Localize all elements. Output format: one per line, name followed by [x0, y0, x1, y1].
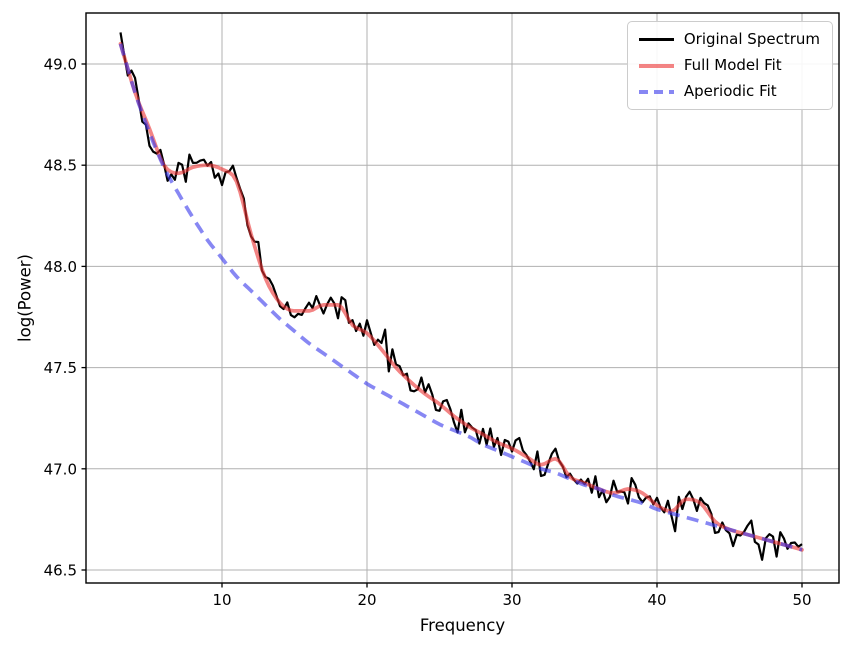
original-spectrum-line [119, 32, 803, 561]
y-tick-label: 48.5 [44, 157, 77, 175]
y-tick-label: 47.0 [44, 460, 77, 478]
x-tick-label: 20 [357, 591, 376, 609]
legend-label-original-spectrum: Original Spectrum [683, 30, 820, 48]
y-tick-label: 49.0 [44, 56, 77, 74]
full-model-fit-line-swatch [638, 63, 674, 68]
x-tick-label: 30 [502, 591, 521, 609]
x-axis-label: Frequency [419, 616, 506, 635]
x-tick-label: 40 [647, 591, 666, 609]
y-tick-label: 47.5 [44, 359, 77, 377]
y-tick-label: 46.5 [44, 562, 77, 580]
legend-label-full-model-fit: Full Model Fit [683, 56, 782, 74]
x-tick-label: 10 [212, 591, 231, 609]
original-spectrum-line-swatch [638, 38, 674, 41]
legend-entry-aperiodic-fit: Aperiodic Fit [638, 82, 820, 101]
y-tick-label: 48.0 [44, 258, 77, 276]
plot-border [85, 12, 840, 584]
legend: Original Spectrum Full Model Fit Aperiod… [626, 21, 833, 110]
legend-entry-full-model-fit: Full Model Fit [638, 56, 820, 75]
legend-entry-original-spectrum: Original Spectrum [638, 30, 820, 49]
full-model-fit-line [118, 41, 804, 552]
x-tick-label: 50 [792, 591, 811, 609]
aperiodic-fit-line-swatch [638, 89, 674, 94]
aperiodic-fit-line [118, 43, 803, 552]
legend-label-aperiodic-fit: Aperiodic Fit [683, 82, 777, 100]
y-axis-label: log(Power) [15, 254, 35, 342]
